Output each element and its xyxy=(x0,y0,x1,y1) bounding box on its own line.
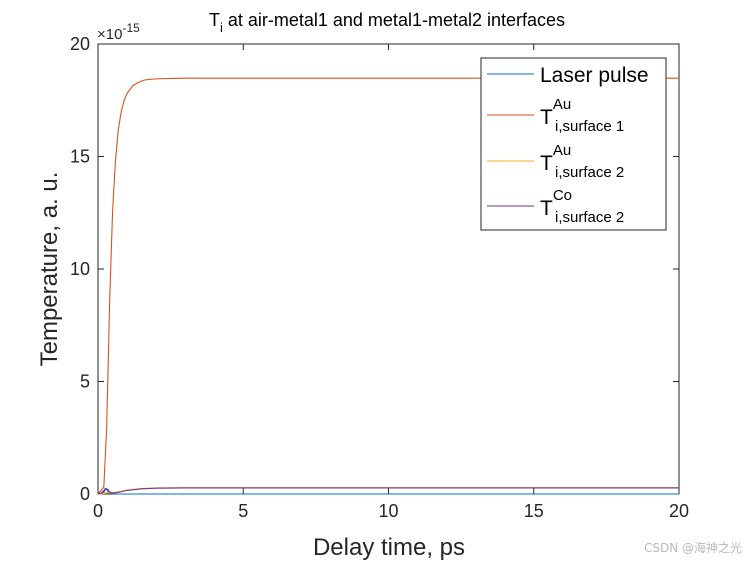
title-main: T xyxy=(209,10,220,30)
series-line-0 xyxy=(97,487,679,495)
x-tick-label: 20 xyxy=(669,501,689,521)
y-tick-label: 15 xyxy=(70,147,90,167)
axis-ticks: 0 5 10 15 20 0 5 10 15 20 xyxy=(70,34,689,521)
legend-label-sub: i,surface 1 xyxy=(555,118,624,135)
y-tick-label: 10 xyxy=(70,259,90,279)
legend-label-sup: Co xyxy=(553,187,572,204)
legend: Laser pulse TAu i,surface 1 TAu i,surface … xyxy=(480,57,667,231)
x-tick-label: 15 xyxy=(524,501,544,521)
x-tick-label: 0 xyxy=(93,501,103,521)
series-line-3 xyxy=(97,487,679,495)
legend-label-sub: i,surface 2 xyxy=(555,164,624,181)
legend-label-co-surface-2: TCo i,surface 2 xyxy=(540,187,624,226)
title-rest: at air-metal1 and metal1-metal2 interfac… xyxy=(223,10,565,30)
y-tick-label: 0 xyxy=(80,484,90,504)
y-multiplier-exponent: -15 xyxy=(122,21,140,35)
y-tick-label: 5 xyxy=(80,372,90,392)
title-subscript: i xyxy=(220,20,223,35)
y-multiplier-base: ×10 xyxy=(97,26,122,43)
legend-label-base: T xyxy=(540,152,553,175)
legend-label-base: T xyxy=(540,106,553,129)
x-tick-label: 10 xyxy=(378,501,398,521)
y-axis-label: Temperature, a. u. xyxy=(36,172,63,367)
y-multiplier: ×10-15 xyxy=(97,21,140,43)
watermark-text: CSDN @海神之光 xyxy=(643,541,742,555)
x-axis-label: Delay time, ps xyxy=(313,534,465,561)
series-lines xyxy=(97,77,679,495)
y-tick-label: 20 xyxy=(70,34,90,54)
chart-title: Ti at air-metal1 and metal1-metal2 inter… xyxy=(209,10,565,35)
legend-label-sub: i,surface 2 xyxy=(555,209,624,226)
legend-label-au-surface-1: TAu i,surface 1 xyxy=(540,96,624,135)
x-tick-label: 5 xyxy=(238,501,248,521)
legend-label-sup: Au xyxy=(553,142,571,159)
legend-label-base: T xyxy=(540,197,553,220)
legend-box xyxy=(480,57,667,231)
legend-label-sup: Au xyxy=(553,96,571,113)
series-line-1 xyxy=(97,77,679,495)
legend-label-laser-pulse: Laser pulse xyxy=(540,64,649,87)
legend-label-au-surface-2: TAu i,surface 2 xyxy=(540,142,624,181)
